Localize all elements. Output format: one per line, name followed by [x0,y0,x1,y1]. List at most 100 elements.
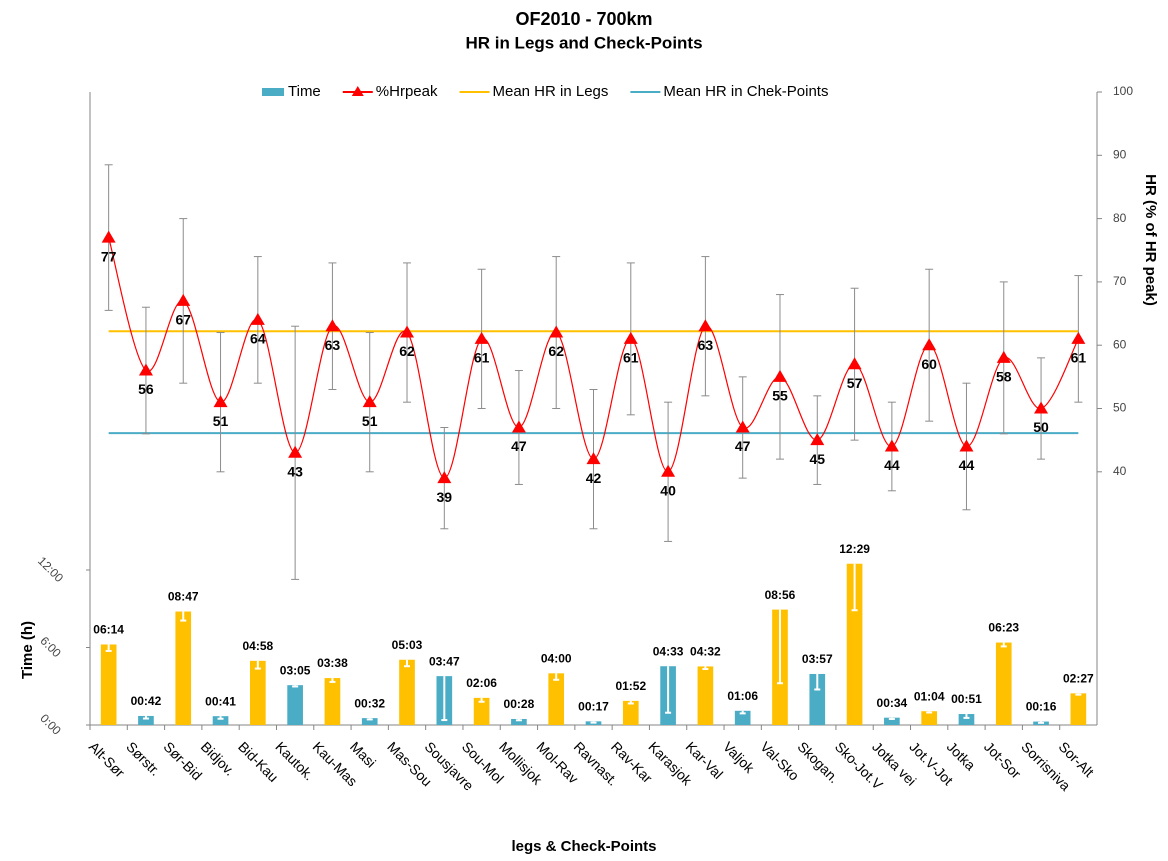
hr-marker [511,420,526,433]
legend-label: Mean HR in Legs [492,83,608,100]
x-tick-label: Kautok. [272,738,317,783]
value-label: 58 [996,369,1012,385]
hr-marker [996,350,1011,363]
value-label: 01:52 [615,679,646,693]
hr-marker [586,452,601,465]
hr-marker [250,312,265,325]
value-label: 08:56 [765,588,796,602]
bar [1070,693,1087,725]
bar [697,666,714,725]
value-label: 44 [884,457,900,473]
legend-marker [351,86,364,96]
hr-marker [288,445,303,458]
hr-marker [959,439,974,452]
hr-marker [698,319,713,332]
value-label: 04:32 [690,645,721,659]
chart-subtitle: HR in Legs and Check-Points [465,33,702,52]
bar [287,685,303,725]
y-tick-label: 6:00 [37,634,64,661]
value-label: 03:05 [280,663,311,677]
value-label: 55 [772,388,788,404]
value-label: 77 [101,248,117,264]
value-label: 47 [735,438,751,454]
value-label: 06:23 [988,621,1019,635]
bar [138,715,154,725]
y2-tick-label: 70 [1113,274,1127,288]
value-label: 03:57 [802,652,833,666]
hr-marker [437,471,452,484]
bar [324,678,341,725]
y2-tick-label: 60 [1113,337,1127,351]
hr-marker [549,325,564,338]
value-label: 56 [138,381,154,397]
x-tick-label: Alt-Sør [86,738,128,780]
value-label: 00:17 [578,700,609,714]
x-tick-label: Jotka [944,738,979,773]
value-label: 44 [959,457,975,473]
value-label: 63 [325,337,341,353]
hr-marker [138,363,153,376]
value-label: 00:51 [951,692,982,706]
hr-marker [325,319,340,332]
y2-tick-label: 40 [1113,464,1127,478]
value-label: 50 [1033,419,1049,435]
value-label: 61 [623,350,639,366]
hr-marker [772,369,787,382]
hr-marker [400,325,415,338]
bar [958,714,975,725]
bar [212,716,229,725]
y-axis-title: Time (h) [19,621,36,679]
y2-tick-label: 50 [1113,401,1127,415]
y2-tick-label: 100 [1113,84,1133,98]
hr-marker [847,357,862,370]
hr-marker [474,331,489,344]
value-label: 06:14 [93,623,124,637]
value-label: 62 [548,343,564,359]
value-label: 61 [474,350,490,366]
value-label: 43 [287,464,303,480]
value-label: 57 [847,375,863,391]
x-tick-label: Masi [347,738,379,770]
hr-marker [922,338,937,351]
value-label: 05:03 [392,638,423,652]
value-label: 02:06 [466,676,497,690]
x-tick-label: Bid-Kau [235,738,282,785]
y2-tick-label: 80 [1113,211,1127,225]
value-label: 47 [511,438,527,454]
value-label: 39 [437,489,453,505]
value-label: 00:32 [354,696,385,710]
hr-marker [213,395,228,408]
legend-label: Mean HR in Chek-Points [663,83,828,100]
bar [250,660,266,725]
bar [921,711,937,725]
hr-marker [810,433,825,446]
bar [846,563,863,725]
hr-marker [176,293,191,306]
value-label: 51 [213,413,229,429]
value-label: 61 [1071,350,1087,366]
value-label: 00:28 [504,697,535,711]
bar [884,717,900,725]
bar [809,673,826,725]
bar [473,697,490,725]
value-label: 12:29 [839,542,870,556]
bar [399,659,415,725]
value-label: 03:38 [317,656,348,670]
value-label: 51 [362,413,378,429]
value-label: 62 [399,343,415,359]
value-label: 40 [660,483,676,499]
value-label: 45 [809,451,825,467]
y2-tick-label: 90 [1113,147,1127,161]
hr-line [108,237,1079,479]
hr-marker [1071,331,1086,344]
hr-marker [661,464,676,477]
y2-axis-title: HR (% of HR peak) [1142,174,1159,306]
legend-label: Time [288,83,321,100]
hr-marker [101,230,116,243]
bar [622,700,639,725]
value-label: 00:42 [131,694,162,708]
hr-marker [735,420,750,433]
bar [361,718,378,725]
x-tick-label: Val-Sko [757,738,802,783]
